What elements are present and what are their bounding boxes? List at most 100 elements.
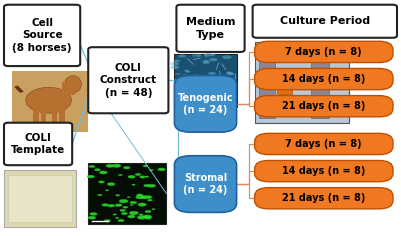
Ellipse shape [145, 217, 151, 219]
Text: Culture Period: Culture Period [280, 16, 370, 26]
Ellipse shape [122, 212, 128, 215]
Ellipse shape [148, 184, 156, 187]
Ellipse shape [194, 100, 205, 104]
Text: 7 days (n = 8): 7 days (n = 8) [286, 47, 362, 57]
Text: Tenogenic
(n = 24): Tenogenic (n = 24) [178, 93, 233, 115]
Ellipse shape [119, 199, 128, 203]
Ellipse shape [196, 78, 206, 81]
Ellipse shape [208, 72, 216, 75]
Ellipse shape [226, 72, 233, 75]
Ellipse shape [136, 194, 143, 197]
Bar [174, 54, 237, 107]
Ellipse shape [128, 197, 130, 198]
FancyBboxPatch shape [255, 188, 393, 209]
Ellipse shape [193, 105, 202, 109]
Ellipse shape [226, 97, 236, 101]
Ellipse shape [115, 194, 120, 196]
FancyBboxPatch shape [255, 41, 393, 63]
Ellipse shape [205, 53, 213, 56]
FancyBboxPatch shape [255, 160, 393, 182]
Bar [52, 110, 57, 127]
Ellipse shape [170, 66, 179, 69]
Ellipse shape [118, 219, 124, 222]
Ellipse shape [136, 196, 144, 199]
Ellipse shape [230, 77, 234, 79]
Ellipse shape [89, 165, 95, 168]
Ellipse shape [129, 211, 138, 215]
Ellipse shape [217, 101, 224, 104]
Ellipse shape [143, 215, 152, 219]
Bar [33, 110, 38, 127]
Ellipse shape [65, 76, 81, 93]
Ellipse shape [140, 196, 147, 199]
Ellipse shape [139, 214, 143, 216]
Ellipse shape [88, 216, 96, 219]
Ellipse shape [170, 62, 179, 66]
FancyBboxPatch shape [88, 47, 168, 113]
Ellipse shape [148, 199, 152, 201]
Ellipse shape [144, 184, 150, 187]
Ellipse shape [190, 98, 199, 101]
Ellipse shape [143, 165, 148, 167]
Ellipse shape [123, 166, 130, 169]
Bar [255, 42, 349, 123]
Ellipse shape [107, 204, 115, 207]
Ellipse shape [203, 60, 209, 62]
Bar [59, 110, 65, 127]
Ellipse shape [132, 184, 135, 185]
Ellipse shape [130, 204, 133, 206]
FancyBboxPatch shape [4, 5, 80, 66]
Ellipse shape [94, 169, 100, 171]
Ellipse shape [183, 74, 186, 76]
Ellipse shape [105, 190, 109, 191]
Ellipse shape [158, 168, 165, 171]
FancyBboxPatch shape [255, 68, 393, 90]
Ellipse shape [145, 210, 151, 213]
FancyBboxPatch shape [253, 5, 397, 38]
Ellipse shape [184, 90, 193, 93]
FancyBboxPatch shape [176, 5, 245, 52]
FancyArrow shape [14, 85, 24, 93]
Ellipse shape [204, 94, 207, 95]
Ellipse shape [222, 55, 232, 59]
Bar [88, 163, 166, 224]
Ellipse shape [99, 171, 107, 174]
FancyBboxPatch shape [174, 156, 237, 212]
Ellipse shape [187, 82, 194, 85]
FancyBboxPatch shape [174, 76, 237, 132]
Ellipse shape [102, 204, 109, 206]
Ellipse shape [141, 196, 146, 198]
Ellipse shape [150, 169, 154, 171]
Text: 7 days (n = 8): 7 days (n = 8) [286, 139, 362, 149]
Ellipse shape [120, 209, 126, 211]
Ellipse shape [140, 176, 146, 178]
Ellipse shape [123, 206, 128, 208]
Ellipse shape [209, 58, 218, 61]
Ellipse shape [26, 87, 71, 113]
Bar [277, 73, 292, 94]
Ellipse shape [192, 75, 200, 78]
Bar [311, 47, 329, 118]
Ellipse shape [227, 72, 231, 73]
Ellipse shape [204, 89, 213, 92]
Ellipse shape [152, 209, 155, 210]
Ellipse shape [181, 83, 186, 85]
FancyBboxPatch shape [255, 133, 393, 155]
Ellipse shape [112, 164, 121, 168]
Bar [8, 175, 72, 222]
Ellipse shape [203, 61, 210, 64]
Ellipse shape [128, 215, 135, 218]
Ellipse shape [178, 83, 187, 87]
Ellipse shape [195, 85, 200, 86]
Ellipse shape [113, 214, 116, 215]
Ellipse shape [104, 219, 111, 222]
Ellipse shape [128, 175, 135, 178]
Ellipse shape [209, 103, 215, 105]
Ellipse shape [201, 90, 206, 92]
Ellipse shape [106, 164, 114, 167]
Ellipse shape [174, 79, 180, 81]
Ellipse shape [174, 87, 178, 88]
Bar [12, 71, 88, 132]
Ellipse shape [228, 73, 235, 75]
Ellipse shape [143, 195, 152, 199]
